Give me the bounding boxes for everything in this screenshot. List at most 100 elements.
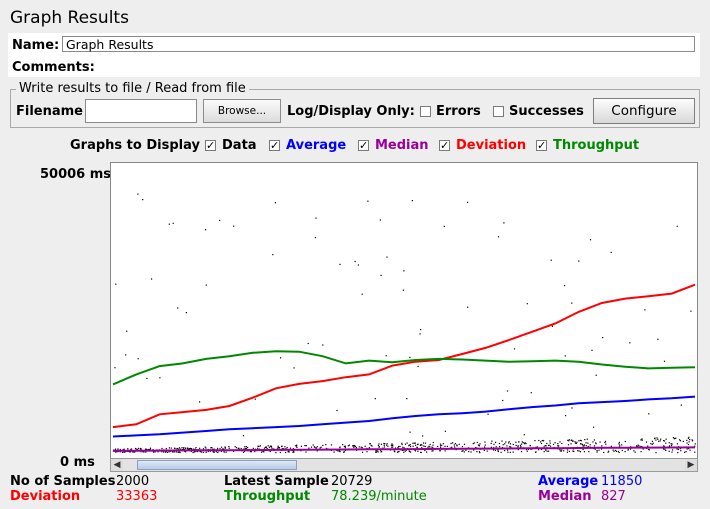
sample-point xyxy=(677,448,680,450)
scroll-left-icon[interactable]: ◀ xyxy=(111,459,123,471)
deviation-checkbox[interactable]: ✓ xyxy=(439,139,450,152)
average-checkbox[interactable]: ✓ xyxy=(269,139,280,152)
sample-point xyxy=(540,442,543,445)
sample-point xyxy=(538,439,540,442)
sample-point xyxy=(486,450,488,452)
sample-point xyxy=(153,451,155,453)
sample-point xyxy=(173,451,175,453)
sample-point xyxy=(475,447,477,449)
average-line xyxy=(112,395,696,438)
sample-point xyxy=(281,448,283,450)
sample-point xyxy=(519,444,522,446)
sample-point xyxy=(605,443,607,445)
sample-point xyxy=(497,450,499,452)
sample-point xyxy=(333,451,335,453)
sample-point xyxy=(428,445,430,447)
sample-point xyxy=(637,444,639,446)
y-axis-min-label: 0 ms xyxy=(60,455,95,470)
sample-point xyxy=(619,444,621,446)
sample-point xyxy=(549,442,551,444)
sample-point xyxy=(589,444,591,446)
sample-point xyxy=(427,446,429,448)
sample-point xyxy=(588,451,590,453)
sample-point xyxy=(680,404,682,406)
sample-point xyxy=(670,443,672,445)
sample-point xyxy=(220,450,222,452)
data-checkbox[interactable]: ✓ xyxy=(205,139,216,152)
sample-point xyxy=(645,441,648,443)
sample-point xyxy=(663,440,666,442)
sample-point xyxy=(265,446,267,448)
sample-point xyxy=(657,338,659,340)
sample-point xyxy=(262,451,264,453)
sample-point xyxy=(409,431,411,433)
configure-button[interactable]: Configure xyxy=(593,98,695,124)
browse-button[interactable]: Browse... xyxy=(203,99,281,123)
median-checkbox[interactable]: ✓ xyxy=(358,139,369,152)
sample-point xyxy=(691,439,693,441)
sample-point xyxy=(536,446,538,448)
sample-point xyxy=(596,451,598,453)
sample-point xyxy=(183,448,185,450)
sample-point xyxy=(401,443,403,446)
sample-point xyxy=(440,445,442,447)
sample-point xyxy=(344,445,346,447)
sample-point xyxy=(123,448,125,450)
sample-point xyxy=(146,377,148,379)
throughput-stat-value: 78.239/minute xyxy=(331,489,427,504)
sample-point xyxy=(254,451,256,453)
sample-point xyxy=(610,251,612,253)
filename-field[interactable] xyxy=(85,99,197,123)
median-stat-label: Median xyxy=(538,489,592,504)
errors-checkbox[interactable] xyxy=(420,106,431,117)
sample-point xyxy=(212,451,214,453)
sample-point xyxy=(559,450,561,452)
sample-point xyxy=(357,264,359,266)
sample-point xyxy=(383,442,385,445)
sample-point xyxy=(585,442,587,444)
sample-point xyxy=(386,444,388,446)
sample-point xyxy=(456,444,458,446)
sample-point xyxy=(424,449,426,452)
successes-checkbox[interactable] xyxy=(493,106,504,117)
sample-point xyxy=(339,451,341,453)
sample-point xyxy=(269,450,271,453)
sample-point xyxy=(599,441,601,443)
sample-point xyxy=(115,451,117,453)
scroll-right-icon[interactable]: ▶ xyxy=(685,459,697,471)
sample-point xyxy=(520,451,523,453)
sample-point xyxy=(612,449,614,451)
sample-point xyxy=(142,199,144,201)
sample-point xyxy=(578,450,580,452)
sample-point xyxy=(380,443,382,445)
sample-point xyxy=(587,442,589,444)
sample-point xyxy=(405,449,407,451)
sample-point xyxy=(380,449,382,452)
sample-point xyxy=(577,450,579,452)
sample-point xyxy=(217,447,219,449)
sample-point xyxy=(495,441,497,443)
throughput-checkbox[interactable]: ✓ xyxy=(536,139,547,152)
sample-point xyxy=(178,451,180,453)
sample-point xyxy=(237,447,239,449)
sample-point xyxy=(507,451,509,453)
sample-point xyxy=(518,441,520,443)
sample-point xyxy=(126,330,128,332)
sample-point xyxy=(377,451,379,453)
sample-point xyxy=(354,445,357,448)
sample-point xyxy=(209,450,211,452)
sample-point xyxy=(676,443,678,445)
scrollbar-thumb[interactable] xyxy=(137,460,297,470)
sample-point xyxy=(274,202,276,204)
sample-point xyxy=(293,451,295,453)
sample-point xyxy=(613,450,615,452)
sample-point xyxy=(315,447,317,449)
sample-point xyxy=(431,446,433,448)
sample-point xyxy=(149,449,151,451)
sample-point xyxy=(315,217,317,219)
sample-point xyxy=(439,450,441,452)
horizontal-scrollbar[interactable]: ◀ ▶ xyxy=(110,458,698,472)
name-field[interactable]: Graph Results xyxy=(62,36,695,52)
sample-point xyxy=(500,451,502,453)
sample-point xyxy=(390,444,392,446)
